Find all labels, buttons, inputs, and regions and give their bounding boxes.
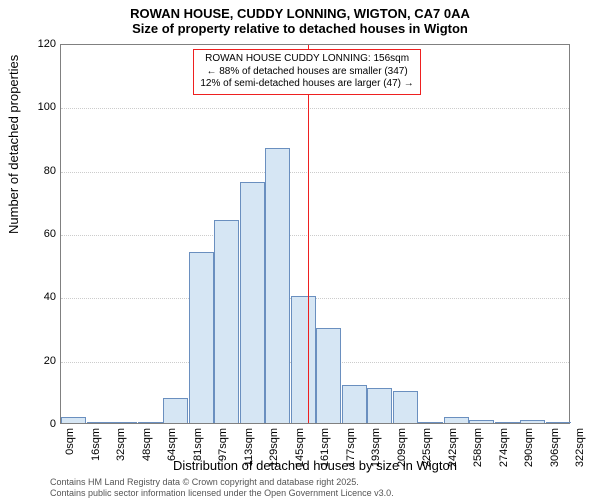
histogram-bar	[495, 422, 520, 423]
histogram-bar	[163, 398, 188, 423]
histogram-bar	[316, 328, 341, 423]
histogram-bar	[546, 422, 571, 423]
x-tick-label: 0sqm	[64, 428, 76, 455]
footer-line1: Contains HM Land Registry data © Crown c…	[50, 477, 394, 487]
histogram-bar	[342, 385, 367, 423]
footer-attribution: Contains HM Land Registry data © Crown c…	[50, 477, 394, 498]
annotation-box: ROWAN HOUSE CUDDY LONNING: 156sqm← 88% o…	[193, 49, 420, 95]
chart-title-line2: Size of property relative to detached ho…	[0, 21, 600, 36]
x-tick-label: 322sqm	[574, 428, 586, 467]
x-tick-label: 48sqm	[141, 428, 153, 461]
histogram-bar	[87, 422, 112, 423]
histogram-bar	[112, 422, 137, 423]
y-tick-label: 20	[16, 355, 56, 367]
histogram-bar	[61, 417, 86, 423]
gridline	[61, 172, 569, 173]
chart-container: ROWAN HOUSE, CUDDY LONNING, WIGTON, CA7 …	[0, 0, 600, 500]
histogram-bar	[418, 422, 443, 423]
y-axis-label: Number of detached properties	[6, 55, 21, 234]
x-tick-label: 81sqm	[192, 428, 204, 461]
gridline	[61, 108, 569, 109]
y-tick-label: 120	[16, 38, 56, 50]
annotation-line2: ← 88% of detached houses are smaller (34…	[200, 66, 413, 79]
marker-line	[308, 45, 309, 423]
x-tick-label: 64sqm	[166, 428, 178, 461]
chart-title-line1: ROWAN HOUSE, CUDDY LONNING, WIGTON, CA7 …	[0, 0, 600, 21]
histogram-bar	[367, 388, 392, 423]
annotation-line1: ROWAN HOUSE CUDDY LONNING: 156sqm	[200, 53, 413, 66]
histogram-bar	[393, 391, 418, 423]
histogram-bar	[240, 182, 265, 423]
x-tick-label: 97sqm	[217, 428, 229, 461]
histogram-bar	[214, 220, 239, 423]
x-axis-label: Distribution of detached houses by size …	[60, 458, 570, 473]
y-tick-label: 0	[16, 418, 56, 430]
y-tick-label: 60	[16, 228, 56, 240]
histogram-bar	[469, 420, 494, 423]
annotation-line3: 12% of semi-detached houses are larger (…	[200, 78, 413, 91]
y-tick-label: 100	[16, 101, 56, 113]
y-tick-label: 40	[16, 291, 56, 303]
y-tick-label: 80	[16, 165, 56, 177]
histogram-bar	[189, 252, 214, 423]
footer-line2: Contains public sector information licen…	[50, 488, 394, 498]
x-tick-label: 32sqm	[115, 428, 127, 461]
histogram-bar	[520, 420, 545, 423]
histogram-bar	[138, 422, 163, 423]
gridline	[61, 235, 569, 236]
histogram-bar	[291, 296, 316, 423]
plot-area: ROWAN HOUSE CUDDY LONNING: 156sqm← 88% o…	[60, 44, 570, 424]
histogram-bar	[444, 417, 469, 423]
histogram-bar	[265, 148, 290, 424]
x-tick-label: 16sqm	[90, 428, 102, 461]
